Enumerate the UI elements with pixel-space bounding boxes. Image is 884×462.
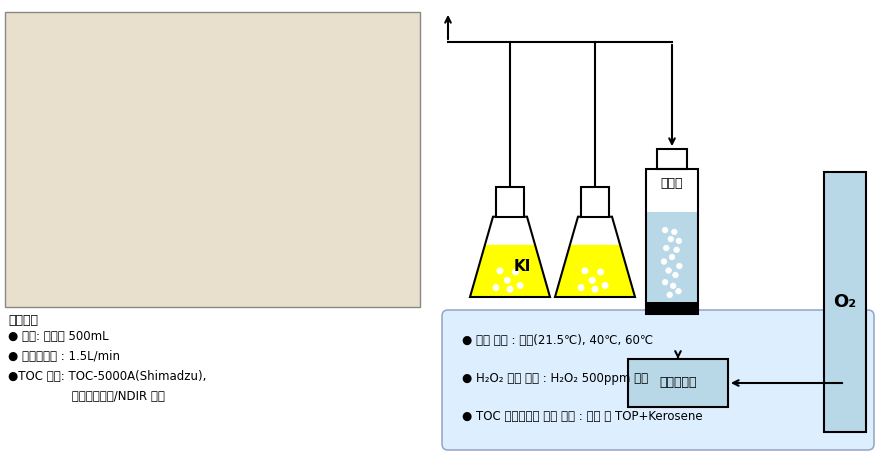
Circle shape (673, 272, 678, 278)
Text: ● TOC 유발물질에 의한 영향 : 초산 및 TOP+Kerosene: ● TOC 유발물질에 의한 영향 : 초산 및 TOP+Kerosene (462, 410, 703, 423)
Circle shape (674, 247, 680, 253)
Circle shape (662, 280, 668, 285)
Circle shape (672, 229, 677, 235)
Circle shape (669, 254, 674, 260)
Circle shape (578, 285, 584, 291)
Circle shape (497, 268, 503, 274)
Polygon shape (555, 245, 635, 297)
Text: 저온취매산화/NDIR 방식: 저온취매산화/NDIR 방식 (38, 390, 165, 403)
Bar (5, 12, 420, 307)
Text: ● H₂O₂ 쳊가 영향 : H₂O₂ 500ppm 주입: ● H₂O₂ 쳊가 영향 : H₂O₂ 500ppm 주입 (462, 372, 648, 385)
Circle shape (602, 283, 608, 288)
Circle shape (662, 227, 668, 233)
Bar (646, 302, 698, 314)
Bar (824, 172, 866, 432)
Polygon shape (470, 245, 550, 297)
Bar (628, 359, 728, 407)
Text: O₂: O₂ (834, 293, 857, 311)
Circle shape (667, 292, 673, 298)
Bar (646, 169, 698, 198)
Circle shape (493, 285, 499, 291)
Circle shape (590, 277, 595, 283)
Circle shape (670, 283, 676, 289)
Text: ● 온도 영향 : 상온(21.5℃), 40℃, 60℃: ● 온도 영향 : 상온(21.5℃), 40℃, 60℃ (462, 334, 653, 347)
Text: 오존발생기: 오존발생기 (659, 377, 697, 389)
Circle shape (664, 245, 669, 251)
Bar (658, 149, 687, 169)
Circle shape (676, 238, 682, 243)
Circle shape (666, 268, 671, 274)
Circle shape (582, 268, 588, 274)
Circle shape (517, 283, 523, 288)
Circle shape (507, 286, 513, 292)
Circle shape (592, 286, 598, 292)
Text: 반응기: 반응기 (660, 177, 683, 190)
Text: KI: KI (514, 259, 530, 274)
Circle shape (598, 269, 604, 275)
Circle shape (675, 288, 682, 294)
FancyBboxPatch shape (442, 310, 874, 450)
Circle shape (668, 236, 674, 242)
Text: ● 용액: 조인산 500mL: ● 용액: 조인산 500mL (8, 330, 109, 343)
Circle shape (513, 269, 519, 275)
Text: 실험방법: 실험방법 (8, 314, 38, 327)
Bar (646, 169, 698, 314)
Bar (646, 212, 698, 302)
Circle shape (676, 263, 682, 269)
Text: ● 공기투입량 : 1.5L/min: ● 공기투입량 : 1.5L/min (8, 350, 120, 363)
Circle shape (661, 259, 667, 264)
Text: ●TOC 분석: TOC-5000A(Shimadzu),: ●TOC 분석: TOC-5000A(Shimadzu), (8, 370, 206, 383)
Polygon shape (497, 187, 523, 217)
Polygon shape (582, 187, 608, 217)
Circle shape (504, 277, 510, 283)
